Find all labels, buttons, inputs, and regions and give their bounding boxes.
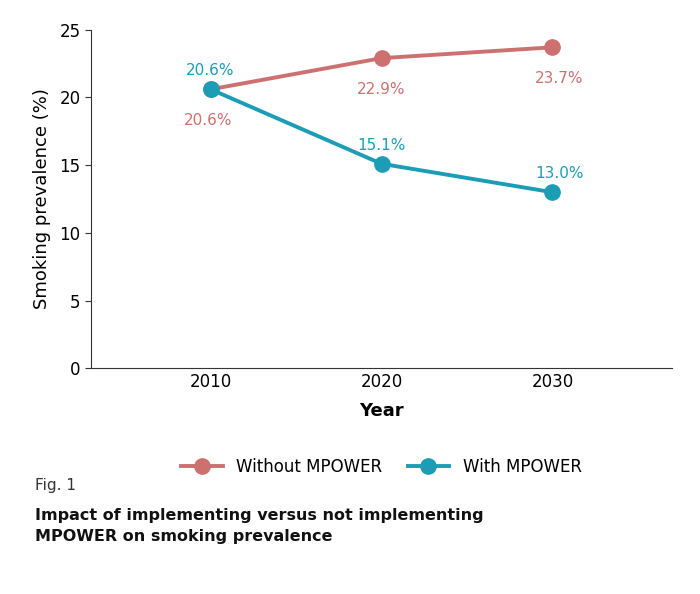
Text: Fig. 1: Fig. 1 <box>35 478 76 493</box>
Text: 20.6%: 20.6% <box>183 113 232 128</box>
Text: 22.9%: 22.9% <box>357 82 406 97</box>
X-axis label: Year: Year <box>359 402 404 420</box>
Y-axis label: Smoking prevalence (%): Smoking prevalence (%) <box>33 89 51 309</box>
Legend: Without MPOWER, With MPOWER: Without MPOWER, With MPOWER <box>175 451 588 482</box>
Text: 13.0%: 13.0% <box>535 166 584 181</box>
Text: Impact of implementing versus not implementing
MPOWER on smoking prevalence: Impact of implementing versus not implem… <box>35 508 484 544</box>
Text: 15.1%: 15.1% <box>357 138 406 153</box>
Text: 20.6%: 20.6% <box>186 63 235 78</box>
Text: 23.7%: 23.7% <box>535 71 584 86</box>
